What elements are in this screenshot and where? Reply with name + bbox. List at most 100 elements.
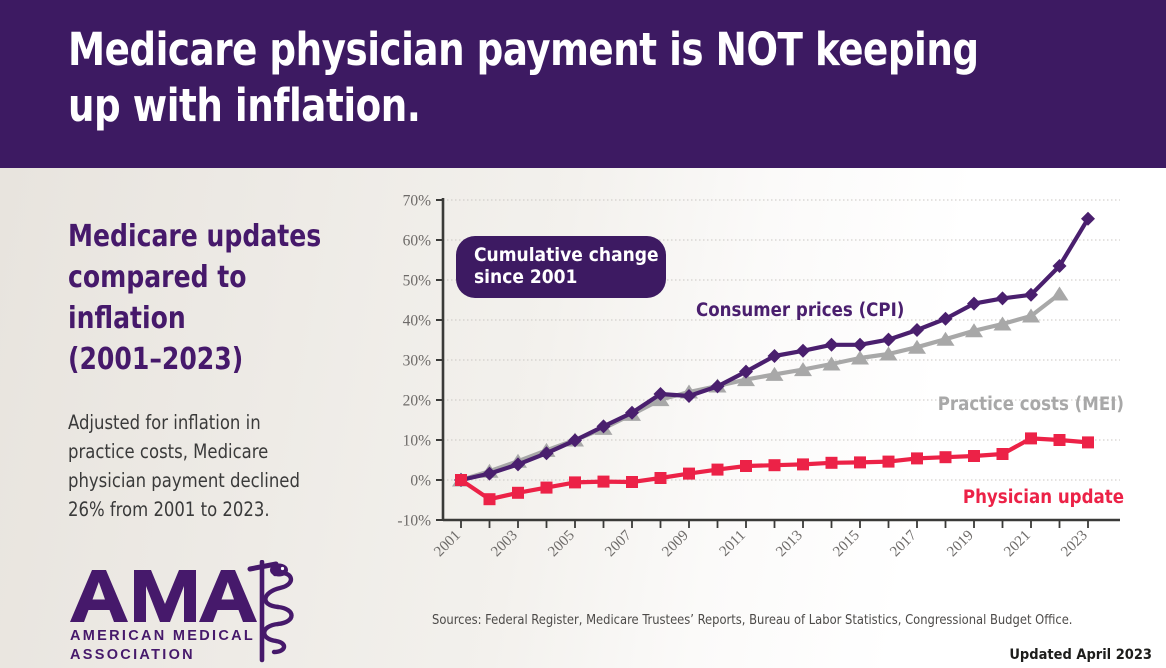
data-point-marker bbox=[569, 476, 581, 489]
updated-date: Updated April 2023 bbox=[1009, 647, 1152, 663]
y-axis-tick-label: 10% bbox=[403, 433, 432, 450]
y-axis-tick-label: 60% bbox=[403, 233, 432, 250]
x-axis-tick-labels: 2001 2003 2005 2007 2009 2011 2013 2015 2017 2019… bbox=[431, 527, 1091, 560]
data-point-marker bbox=[938, 311, 953, 326]
x-axis-tick-label: 2005 bbox=[545, 528, 578, 561]
data-point-marker bbox=[683, 467, 695, 480]
data-point-marker bbox=[767, 349, 782, 363]
y-axis-tick-label: 20% bbox=[403, 393, 432, 410]
series-cpi bbox=[454, 211, 1095, 487]
series-physician bbox=[455, 432, 1094, 506]
sidebar: Medicare updates compared to inflation (… bbox=[68, 216, 368, 524]
x-axis-tick-label: 2001 bbox=[431, 528, 464, 561]
content-area: Medicare updates compared to inflation (… bbox=[0, 168, 1166, 668]
callout-line: Cumulative change bbox=[474, 244, 659, 266]
sidebar-description: Adjusted for inflation in practice costs… bbox=[68, 411, 300, 521]
data-point-marker bbox=[965, 323, 983, 338]
callout-line: since 2001 bbox=[474, 266, 577, 288]
data-point-marker bbox=[596, 419, 611, 434]
data-point-marker bbox=[993, 316, 1012, 331]
data-point-marker bbox=[482, 466, 497, 481]
data-point-marker bbox=[1024, 287, 1038, 302]
y-axis-tick-label: 30% bbox=[403, 353, 432, 370]
x-axis-tick-label: 2003 bbox=[488, 528, 521, 561]
data-point-marker bbox=[625, 405, 639, 420]
data-point-marker bbox=[1022, 308, 1040, 323]
y-axis-tick-label: 40% bbox=[403, 313, 432, 330]
caduceus-icon bbox=[247, 560, 294, 663]
sidebar-heading: Medicare updates compared to inflation (… bbox=[68, 219, 322, 377]
data-point-marker bbox=[996, 448, 1009, 460]
data-point-marker bbox=[908, 339, 926, 354]
y-axis-tick-label: -10% bbox=[397, 513, 431, 530]
data-point-marker bbox=[1052, 259, 1067, 273]
data-point-marker bbox=[1081, 211, 1095, 226]
y-axis-tick-label: 50% bbox=[403, 273, 432, 290]
series-label-physician: Physician update bbox=[963, 487, 1124, 508]
data-point-marker bbox=[539, 446, 554, 461]
data-point-marker bbox=[968, 450, 980, 462]
x-axis-tick-label: 2007 bbox=[602, 527, 635, 560]
data-point-marker bbox=[737, 372, 755, 387]
data-point-marker bbox=[1025, 432, 1037, 445]
header-banner: Medicare physician payment is NOT keepin… bbox=[0, 0, 1166, 168]
data-point-marker bbox=[540, 481, 553, 494]
x-axis-tick-label: 2019 bbox=[944, 528, 977, 561]
data-point-marker bbox=[768, 459, 781, 472]
data-point-marker bbox=[910, 323, 924, 337]
data-point-marker bbox=[1082, 436, 1094, 449]
data-point-marker bbox=[995, 291, 1010, 306]
data-point-marker bbox=[939, 451, 952, 464]
data-point-marker bbox=[794, 362, 812, 377]
series-label-cpi: Consumer prices (CPI) bbox=[696, 300, 904, 321]
x-axis-tick-label: 2013 bbox=[773, 528, 806, 561]
series-label-mei: Practice costs (MEI) bbox=[938, 394, 1124, 415]
data-point-marker bbox=[879, 346, 898, 361]
page-title: Medicare physician payment is NOT keepin… bbox=[68, 23, 979, 132]
x-axis-tick-label: 2017 bbox=[887, 527, 920, 560]
data-point-marker bbox=[626, 476, 638, 488]
data-point-marker bbox=[825, 456, 838, 469]
callout-bg bbox=[456, 236, 666, 298]
data-point-marker bbox=[682, 389, 696, 403]
ama-wordmark-icon bbox=[70, 570, 257, 622]
ama-logo: AMERICAN MEDICAL ASSOCIATION bbox=[66, 560, 326, 665]
data-point-marker bbox=[483, 493, 496, 506]
data-point-marker bbox=[851, 350, 869, 365]
x-axis-tick-label: 2009 bbox=[659, 528, 692, 561]
data-point-marker bbox=[796, 343, 810, 358]
data-point-marker bbox=[765, 366, 784, 381]
data-point-marker bbox=[511, 457, 525, 472]
data-point-marker bbox=[824, 337, 839, 352]
ama-logo-line1: AMERICAN MEDICAL bbox=[70, 628, 255, 644]
data-point-marker bbox=[936, 331, 955, 346]
y-axis-tick-label: 70% bbox=[403, 193, 432, 210]
data-point-marker bbox=[455, 474, 467, 486]
data-point-marker bbox=[597, 475, 610, 488]
data-point-marker bbox=[882, 455, 895, 468]
data-point-marker bbox=[967, 296, 981, 311]
data-point-marker bbox=[854, 456, 866, 469]
gridlines: 70% 60% 50% 40% 30% 20% 10% 0% -10% bbox=[397, 193, 1120, 530]
data-point-marker bbox=[710, 379, 725, 394]
data-point-marker bbox=[512, 486, 524, 499]
data-point-marker bbox=[853, 337, 867, 352]
line-chart: 70% 60% 50% 40% 30% 20% 10% 0% -10% 2001 2003 2005 2… bbox=[388, 188, 1158, 658]
x-axis-tick-label: 2021 bbox=[1001, 528, 1034, 561]
data-point-marker bbox=[568, 433, 582, 448]
x-axis-tick-label: 2023 bbox=[1058, 528, 1091, 561]
sources-note: Sources: Federal Register, Medicare Trus… bbox=[432, 612, 1073, 628]
data-point-marker bbox=[711, 463, 724, 476]
data-point-marker bbox=[822, 356, 841, 371]
data-point-marker bbox=[881, 332, 896, 347]
ama-logo-line2: ASSOCIATION bbox=[70, 647, 195, 663]
x-axis-tick-label: 2015 bbox=[830, 528, 863, 561]
data-point-marker bbox=[653, 387, 668, 401]
data-point-marker bbox=[1050, 286, 1069, 301]
data-point-marker bbox=[740, 460, 752, 472]
x-axis-tick-label: 2011 bbox=[717, 528, 749, 560]
data-point-marker bbox=[911, 452, 923, 465]
x-axis-ticks bbox=[460, 520, 1089, 528]
data-point-marker bbox=[1053, 434, 1066, 446]
